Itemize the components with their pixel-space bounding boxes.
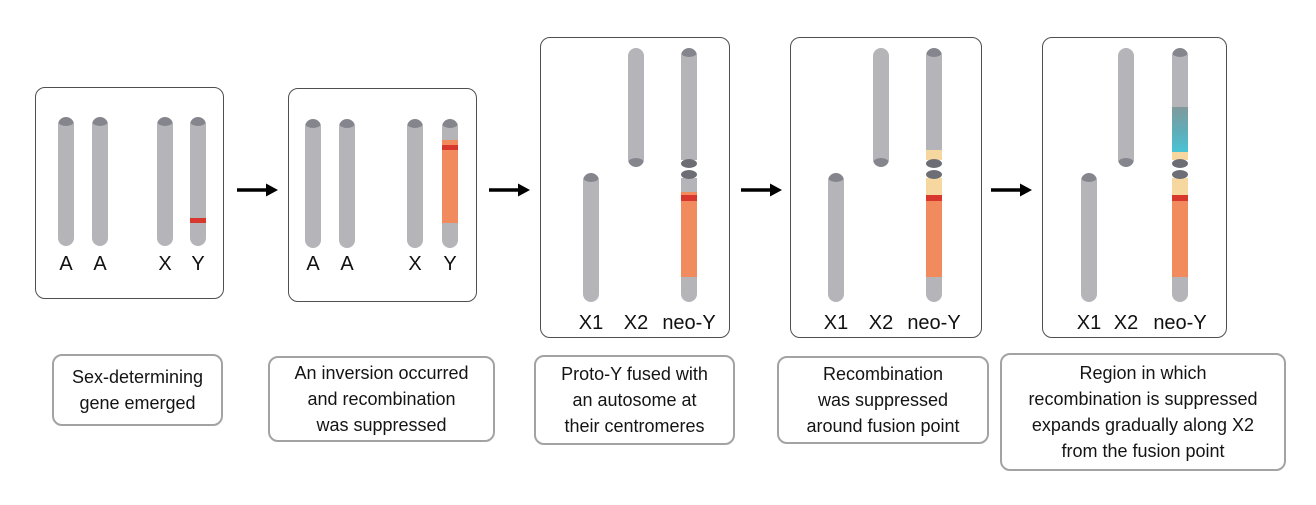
centromere-cap: [1118, 158, 1134, 167]
chromosome-cap: [442, 119, 458, 128]
chromosome-x: [407, 119, 423, 248]
chromosome-label: neo-Y: [907, 312, 961, 334]
sex-determining-gene-band: [442, 145, 458, 150]
chromosome-label: Y: [443, 253, 457, 275]
chromosome-cap: [58, 117, 74, 126]
chromosome-cap: [190, 117, 206, 126]
chromosome-x1: [828, 173, 844, 302]
arrow-right-icon: [489, 183, 530, 197]
chromosome-neo-y: [681, 48, 697, 302]
chromosome-label: A: [306, 253, 320, 275]
chromosome-label: Y: [191, 253, 205, 275]
centromere-pinch: [1172, 159, 1188, 168]
caption-box-5: Region in which recombination is suppres…: [1000, 353, 1286, 471]
chromosome-label: X2: [868, 312, 894, 334]
chromosome-cap: [828, 173, 844, 182]
chromosome-label: X2: [623, 312, 649, 334]
panel-stage-5: [1042, 37, 1227, 338]
chromosome-neo-y: [926, 48, 942, 302]
inversion-region: [681, 192, 697, 277]
chromosome-cap: [92, 117, 108, 126]
chromosome-x1: [1081, 173, 1097, 302]
chromosome-x2: [873, 48, 889, 167]
chromosome-cap: [681, 48, 697, 57]
chromosome-a-2: [339, 119, 355, 248]
chromosome-x2: [628, 48, 644, 167]
chromosome-label: X: [408, 253, 422, 275]
chromosome-a-2: [92, 117, 108, 246]
sex-determining-gene-band: [926, 195, 942, 201]
centromere-pinch: [681, 159, 697, 168]
chromosome-label: X: [158, 253, 172, 275]
chromosome-label: X1: [823, 312, 849, 334]
chromosome-cap: [926, 48, 942, 57]
caption-box-1: Sex-determining gene emerged: [52, 354, 223, 426]
inversion-region: [926, 201, 942, 277]
chromosome-cap: [1081, 173, 1097, 182]
chromosome-label: neo-Y: [1153, 312, 1207, 334]
chromosome-cap: [305, 119, 321, 128]
chromosome-label: A: [93, 253, 107, 275]
caption-box-3: Proto-Y fused with an autosome at their …: [534, 355, 735, 445]
sex-determining-gene-band: [681, 195, 697, 201]
chromosome-label: neo-Y: [662, 312, 716, 334]
chromosome-x: [157, 117, 173, 246]
chromosome-x2: [1118, 48, 1134, 167]
chromosome-label: A: [340, 253, 354, 275]
centromere-pinch: [681, 170, 697, 179]
chromosome-label: X1: [578, 312, 604, 334]
chromosome-cap: [1172, 48, 1188, 57]
inversion-region: [1172, 201, 1188, 277]
arrow-right-icon: [741, 183, 782, 197]
chromosome-a-1: [305, 119, 321, 248]
sex-determining-gene-band: [190, 218, 206, 223]
centromere-cap: [873, 158, 889, 167]
fusion-suppressed-region-upper: [926, 150, 942, 160]
chromosome-x1: [583, 173, 599, 302]
chromosome-y: [190, 117, 206, 246]
fusion-suppressed-region-lower: [926, 178, 942, 195]
chromosome-cap: [407, 119, 423, 128]
sex-determining-gene-band: [1172, 195, 1188, 201]
centromere-pinch: [926, 159, 942, 168]
inversion-region: [442, 140, 458, 223]
fusion-suppressed-region-lower: [1172, 178, 1188, 195]
chromosome-cap: [339, 119, 355, 128]
chromosome-cap: [157, 117, 173, 126]
caption-box-4: Recombination was suppressed around fusi…: [777, 356, 989, 444]
centromere-pinch: [926, 170, 942, 179]
caption-box-2: An inversion occurred and recombination …: [268, 356, 495, 442]
chromosome-cap: [583, 173, 599, 182]
chromosome-label: A: [59, 253, 73, 275]
chromosome-label: X2: [1113, 312, 1139, 334]
chromosome-neo-y: [1172, 48, 1188, 302]
centromere-pinch: [1172, 170, 1188, 179]
chromosome-label: X1: [1076, 312, 1102, 334]
chromosome-y: [442, 119, 458, 248]
fusion-suppressed-region-upper: [1172, 152, 1188, 160]
arrow-right-icon: [991, 183, 1032, 197]
centromere-cap: [628, 158, 644, 167]
chromosome-a-1: [58, 117, 74, 246]
expanding-suppressed-region: [1172, 107, 1188, 152]
arrow-right-icon: [237, 183, 278, 197]
